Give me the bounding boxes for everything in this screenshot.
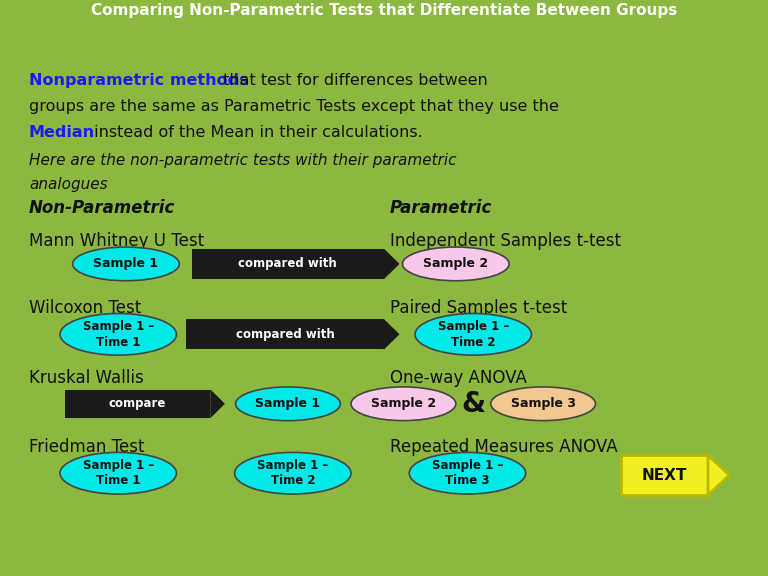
Ellipse shape (234, 452, 351, 494)
Ellipse shape (60, 452, 177, 494)
Ellipse shape (409, 452, 525, 494)
Text: Sample 2: Sample 2 (371, 397, 436, 410)
Bar (12, 0, 756, 30)
Text: groups are the same as Parametric Tests except that they use the: groups are the same as Parametric Tests … (29, 99, 559, 114)
Text: Sample 1 –
Time 3: Sample 1 – Time 3 (432, 459, 503, 487)
Text: Friedman Test: Friedman Test (29, 438, 144, 457)
Text: Mann Whitney U Test: Mann Whitney U Test (29, 232, 204, 250)
Text: NEXT: NEXT (641, 468, 687, 483)
Text: Comparing Non-Parametric Tests that Differentiate Between Groups: Comparing Non-Parametric Tests that Diff… (91, 3, 677, 18)
Polygon shape (384, 248, 399, 279)
Ellipse shape (402, 247, 509, 281)
Ellipse shape (415, 313, 531, 355)
Text: Independent Samples t-test: Independent Samples t-test (390, 232, 621, 250)
Ellipse shape (491, 387, 595, 420)
Text: compared with: compared with (239, 257, 337, 270)
Ellipse shape (236, 387, 340, 420)
Text: Sample 3: Sample 3 (511, 397, 575, 410)
Text: Sample 2: Sample 2 (423, 257, 488, 270)
Text: Here are the non-parametric tests with their parametric: Here are the non-parametric tests with t… (29, 153, 456, 168)
Ellipse shape (73, 247, 180, 281)
Text: Sample 1: Sample 1 (94, 257, 158, 270)
Polygon shape (384, 319, 399, 350)
Text: Sample 1: Sample 1 (256, 397, 320, 410)
Text: Nonparametric methods: Nonparametric methods (29, 73, 249, 89)
Bar (65, 390, 210, 418)
Ellipse shape (60, 313, 177, 355)
Bar (621, 456, 708, 495)
Text: Repeated Measures ANOVA: Repeated Measures ANOVA (390, 438, 617, 457)
Text: Sample 1 –
Time 2: Sample 1 – Time 2 (257, 459, 329, 487)
Polygon shape (708, 456, 730, 495)
Text: compared with: compared with (236, 328, 334, 341)
Text: that test for differences between: that test for differences between (218, 73, 488, 89)
Text: analogues: analogues (29, 177, 108, 192)
Text: Paired Samples t-test: Paired Samples t-test (390, 298, 567, 317)
Text: One-way ANOVA: One-way ANOVA (390, 369, 527, 387)
Text: Wilcoxon Test: Wilcoxon Test (29, 298, 141, 317)
Text: Sample 1 –
Time 1: Sample 1 – Time 1 (83, 320, 154, 348)
Text: Sample 1 –
Time 2: Sample 1 – Time 2 (438, 320, 509, 348)
Bar (186, 320, 384, 349)
Ellipse shape (351, 387, 455, 420)
Text: Median: Median (29, 125, 95, 140)
Text: Parametric: Parametric (390, 199, 492, 217)
Text: compare: compare (109, 397, 166, 410)
Text: Non-Parametric: Non-Parametric (29, 199, 175, 217)
Text: instead of the Mean in their calculations.: instead of the Mean in their calculation… (89, 125, 423, 140)
Text: &: & (461, 390, 485, 418)
Bar (192, 249, 384, 279)
Text: Sample 1 –
Time 1: Sample 1 – Time 1 (83, 459, 154, 487)
Polygon shape (210, 389, 225, 418)
Text: Kruskal Wallis: Kruskal Wallis (29, 369, 144, 387)
